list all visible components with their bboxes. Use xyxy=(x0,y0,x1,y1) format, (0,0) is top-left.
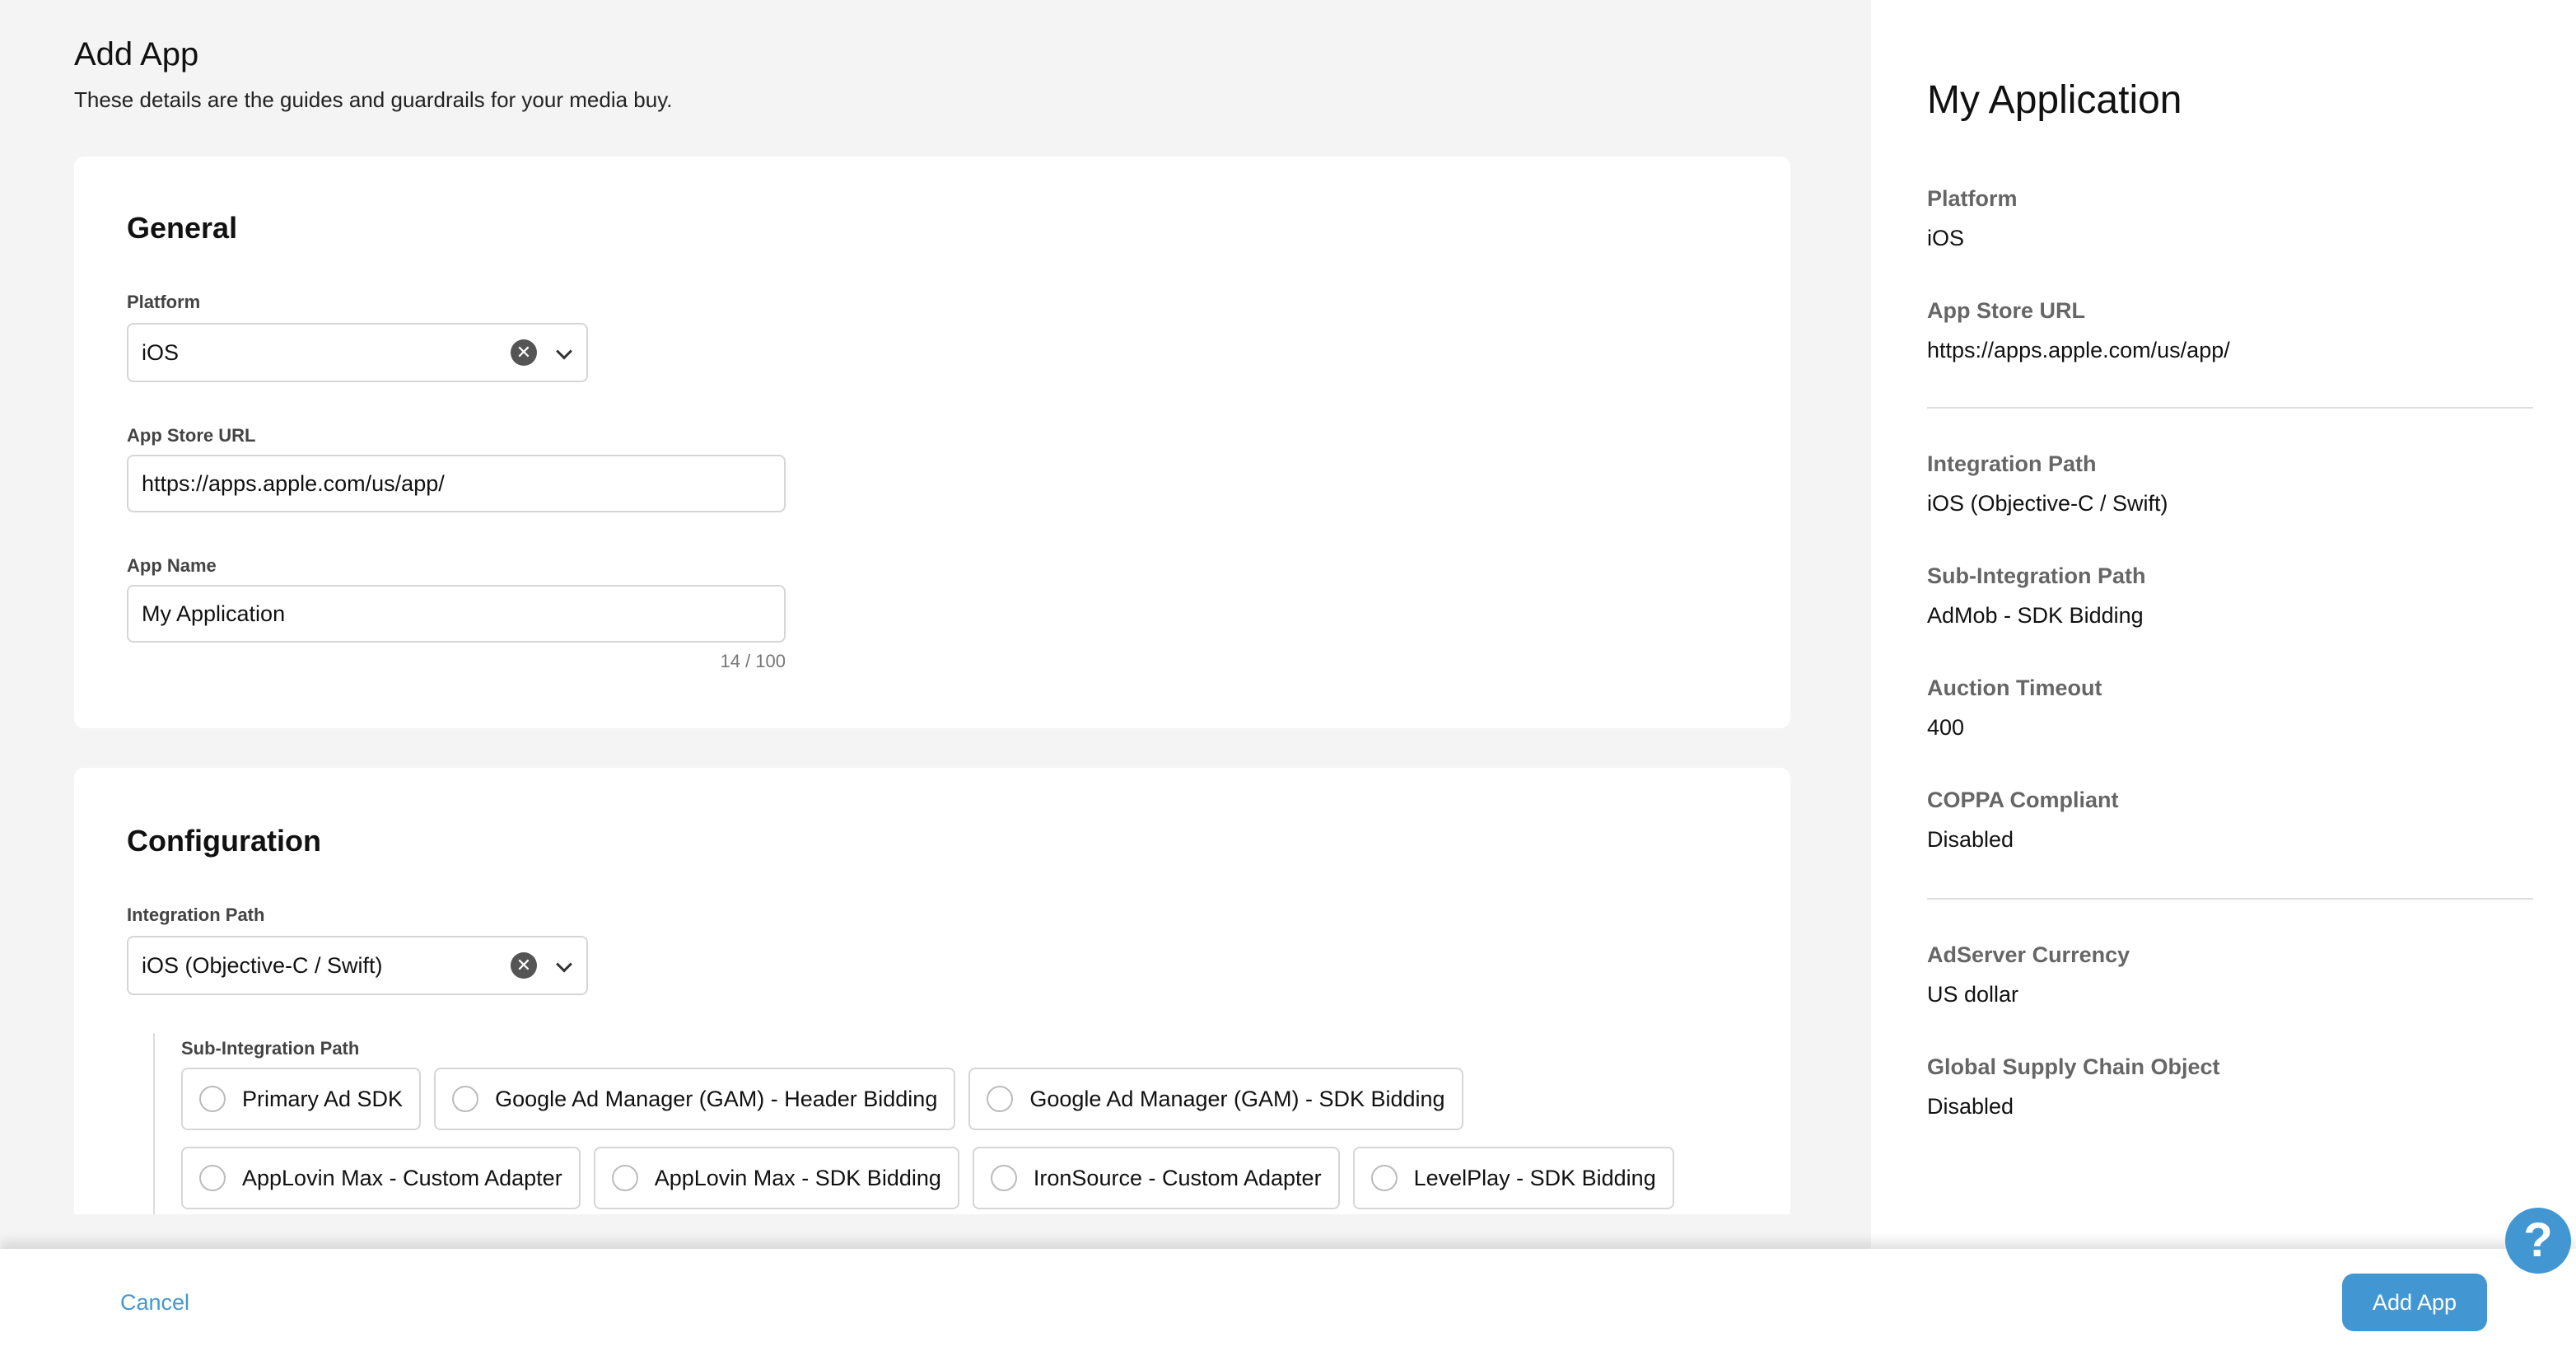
chevron-down-icon[interactable] xyxy=(556,956,572,973)
question-icon[interactable]: ? xyxy=(2505,1208,2571,1274)
clear-icon[interactable]: ✕ xyxy=(511,339,537,366)
integration-path-value: iOS (Objective-C / Swift) xyxy=(142,952,383,978)
radio-circle-icon[interactable] xyxy=(987,1086,1014,1112)
radio-option[interactable]: Google Ad Manager (GAM) - SDK Bidding xyxy=(968,1068,1463,1130)
summary-value: 400 xyxy=(1927,715,1965,740)
radio-label: LevelPlay - SDK Bidding xyxy=(1413,1165,1656,1190)
chevron-down-icon[interactable] xyxy=(556,343,572,360)
page-title: Add App xyxy=(74,36,199,72)
radio-label: Google Ad Manager (GAM) - SDK Bidding xyxy=(1029,1086,1445,1111)
summary-value: iOS (Objective-C / Swift) xyxy=(1927,491,2168,516)
summary-label: Platform xyxy=(1927,186,2018,211)
sub-integration-row: AppLovin Max - Custom Adapter AppLovin M… xyxy=(181,1147,1674,1209)
summary-value: iOS xyxy=(1927,226,1965,250)
platform-label: Platform xyxy=(127,292,201,312)
sub-integration-row: Primary Ad SDK Google Ad Manager (GAM) -… xyxy=(181,1068,1463,1130)
summary-title: My Application xyxy=(1927,78,2182,122)
summary-label: App Store URL xyxy=(1927,298,2085,323)
summary-panel xyxy=(1871,0,2576,1351)
summary-label: Global Supply Chain Object xyxy=(1927,1054,2220,1079)
app-store-url-label: App Store URL xyxy=(127,425,256,446)
radio-label: AppLovin Max - Custom Adapter xyxy=(242,1165,562,1190)
divider xyxy=(153,1033,155,1214)
summary-value: Disabled xyxy=(1927,1094,2014,1119)
summary-label: Integration Path xyxy=(1927,451,2097,476)
radio-circle-icon[interactable] xyxy=(452,1086,479,1112)
radio-label: Google Ad Manager (GAM) - Header Bidding xyxy=(495,1086,938,1111)
integration-path-label: Integration Path xyxy=(127,905,265,925)
radio-circle-icon[interactable] xyxy=(199,1086,226,1112)
radio-circle-icon[interactable] xyxy=(990,1165,1017,1191)
radio-option[interactable]: Primary Ad SDK xyxy=(181,1068,422,1130)
app-name-value: My Application xyxy=(142,601,286,626)
page-subtitle: These details are the guides and guardra… xyxy=(74,87,673,112)
platform-select[interactable]: iOS ✕ xyxy=(127,323,588,382)
app-store-url-input[interactable]: https://apps.apple.com/us/app/ xyxy=(127,455,786,512)
radio-option[interactable]: LevelPlay - SDK Bidding xyxy=(1352,1147,1674,1209)
form-area: Add App These details are the guides and… xyxy=(74,36,1790,1214)
radio-option[interactable]: AppLovin Max - SDK Bidding xyxy=(593,1147,959,1209)
summary-label: Sub-Integration Path xyxy=(1927,563,2146,588)
summary-label: Auction Timeout xyxy=(1927,676,2102,700)
summary-label: COPPA Compliant xyxy=(1927,788,2119,812)
add-app-button[interactable]: Add App xyxy=(2342,1274,2487,1331)
summary-value: US dollar xyxy=(1927,982,2019,1007)
app-store-url-value: https://apps.apple.com/us/app/ xyxy=(142,470,445,496)
radio-option[interactable]: AppLovin Max - Custom Adapter xyxy=(181,1147,581,1209)
radio-option[interactable]: IronSource - Custom Adapter xyxy=(972,1147,1340,1209)
sub-integration-label: Sub-Integration Path xyxy=(181,1038,360,1059)
footer-bar: Cancel Add App xyxy=(0,1249,2576,1351)
integration-path-select[interactable]: iOS (Objective-C / Swift) ✕ xyxy=(127,936,588,995)
radio-label: IronSource - Custom Adapter xyxy=(1033,1165,1322,1190)
radio-label: AppLovin Max - SDK Bidding xyxy=(654,1165,941,1190)
radio-circle-icon[interactable] xyxy=(199,1165,226,1191)
cancel-button[interactable]: Cancel xyxy=(120,1290,190,1315)
radio-label: Primary Ad SDK xyxy=(242,1086,404,1111)
summary-value: AdMob - SDK Bidding xyxy=(1927,603,2144,628)
app-name-input[interactable]: My Application xyxy=(127,585,786,643)
divider xyxy=(1927,407,2533,409)
configuration-title: Configuration xyxy=(127,824,321,858)
radio-circle-icon[interactable] xyxy=(611,1165,638,1191)
radio-circle-icon[interactable] xyxy=(1370,1165,1398,1191)
app-name-label: App Name xyxy=(127,555,217,576)
char-counter: 14 / 100 xyxy=(720,651,786,671)
platform-value: iOS xyxy=(142,339,180,365)
divider xyxy=(1927,898,2533,900)
summary-label: AdServer Currency xyxy=(1927,942,2130,967)
summary-value: https://apps.apple.com/us/app/ xyxy=(1927,338,2230,362)
radio-option[interactable]: Google Ad Manager (GAM) - Header Bidding xyxy=(434,1068,956,1130)
summary-value: Disabled xyxy=(1927,827,2014,852)
general-title: General xyxy=(127,211,238,245)
clear-icon[interactable]: ✕ xyxy=(511,952,537,979)
